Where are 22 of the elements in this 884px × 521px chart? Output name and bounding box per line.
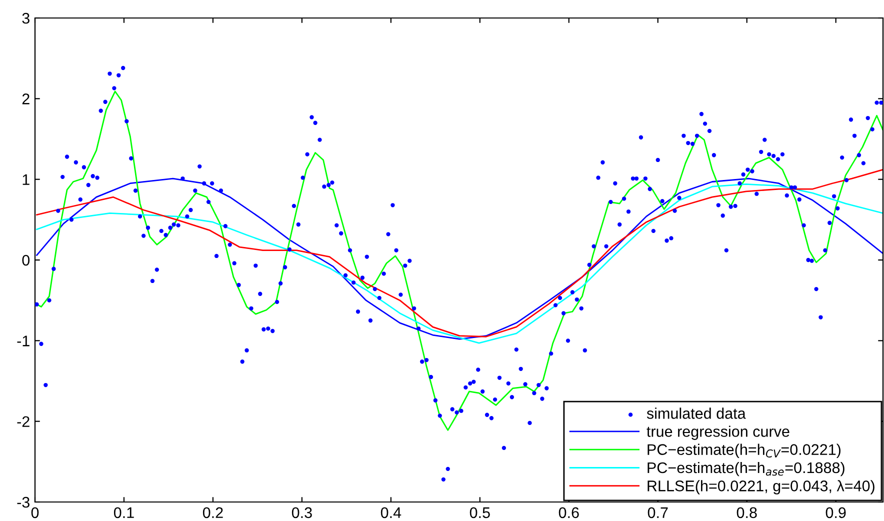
y-tick-label: 3 <box>22 12 30 24</box>
x-tick-label: 0.4 <box>380 507 402 518</box>
x-tick-label: 0.1 <box>114 507 134 518</box>
x-tick-label: 0.5 <box>470 507 490 518</box>
x-tick-label: 0.8 <box>736 507 757 518</box>
legend-label: true regression curve <box>646 426 790 440</box>
legend-label: PC−estimate(h=h$_{CV}$=0.0221) <box>648 444 840 458</box>
y-tick-label: 1 <box>22 174 30 185</box>
x-tick-label: 0.7 <box>648 507 668 518</box>
y-tick-label: 2 <box>22 94 30 104</box>
y-tick-label: -2 <box>17 416 30 427</box>
y-tick-label: 0 <box>22 254 30 266</box>
x-tick-label: 0 <box>31 507 39 518</box>
x-tick-label: 0.2 <box>202 507 223 518</box>
x-tick-label: 0.9 <box>826 507 846 518</box>
legend-label: RLLSE(h=0.0221, g=0.043, λ=40) <box>648 480 874 494</box>
y-tick-label: -3 <box>17 496 30 508</box>
x-tick-label: 0.6 <box>558 507 579 518</box>
legend-label: PC−estimate(h=h$_{ase}$=0.1888) <box>648 462 844 476</box>
y-tick-label: -1 <box>17 336 30 346</box>
x-tick-label: 0.3 <box>292 507 312 518</box>
legend-label: simulated data <box>646 408 746 419</box>
